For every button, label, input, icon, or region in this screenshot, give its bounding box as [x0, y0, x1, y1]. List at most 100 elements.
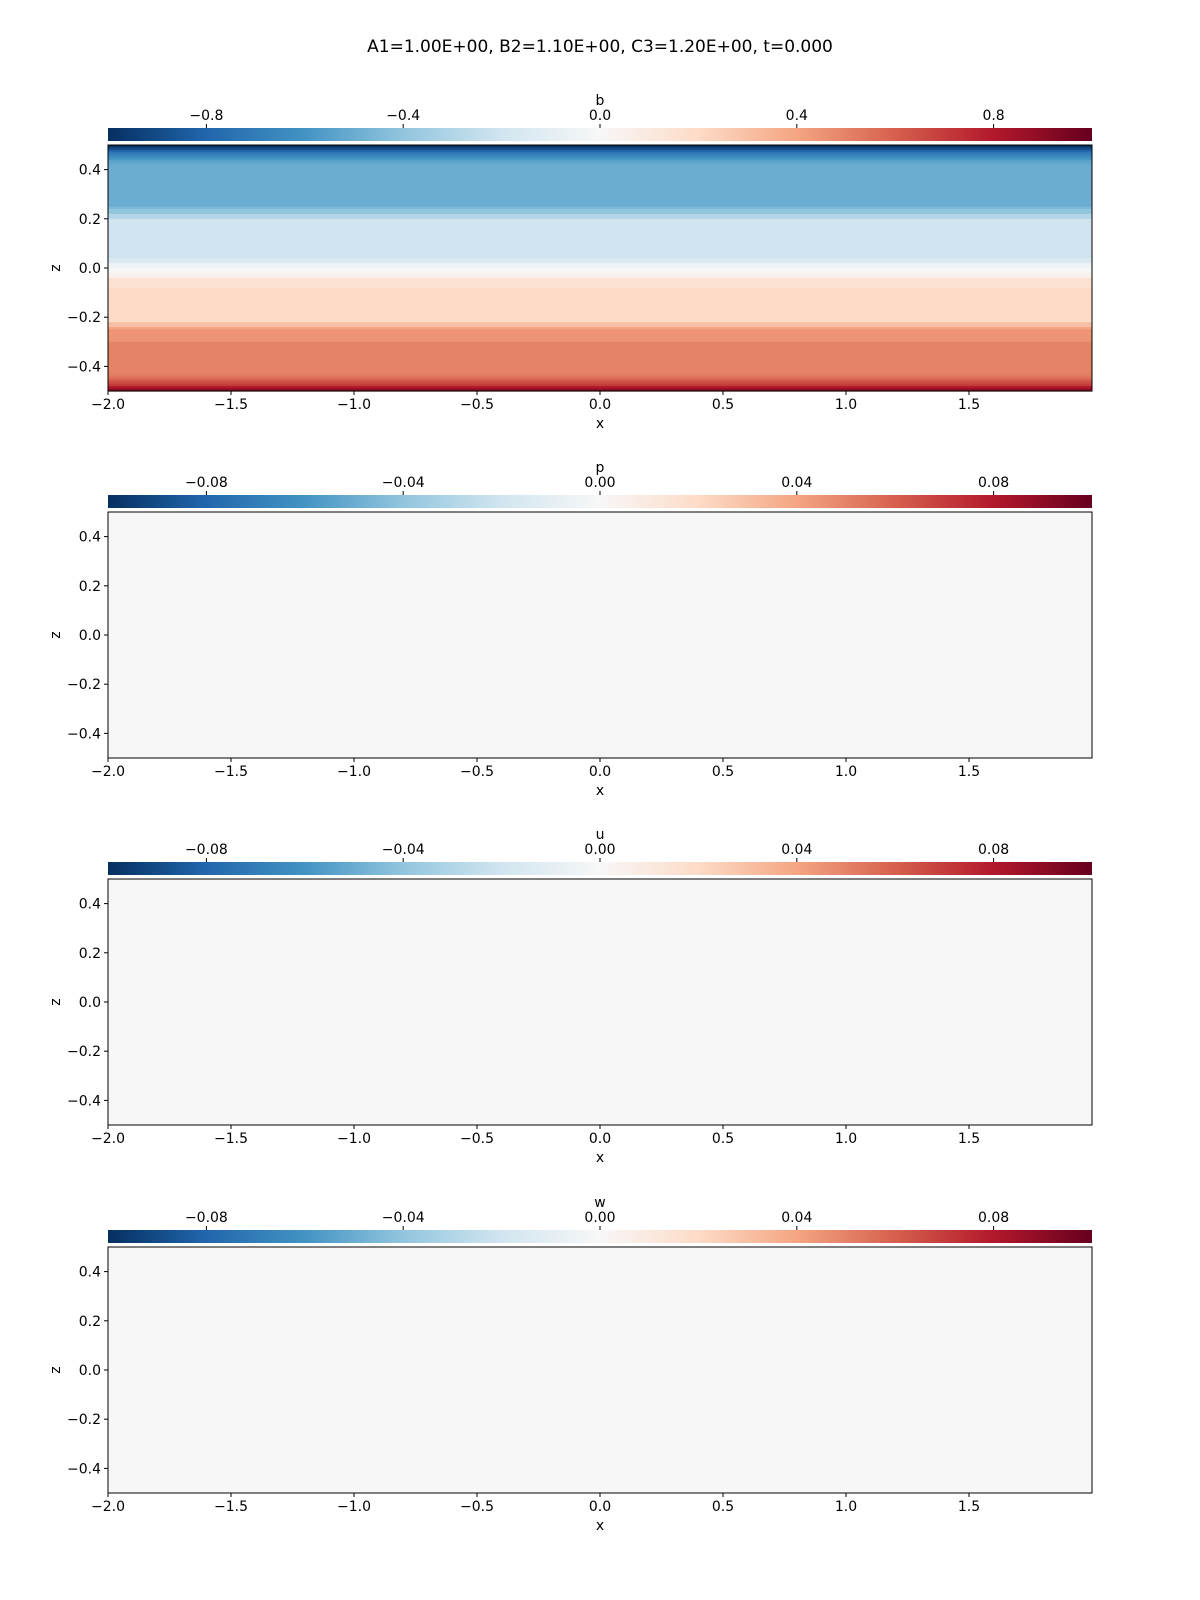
- field-band: [108, 145, 1092, 149]
- x-axis-label-b: x: [596, 416, 604, 432]
- colorbar-label-w: w: [594, 1195, 605, 1211]
- field-band: [108, 208, 1092, 215]
- x-tick-label: −1.5: [214, 1131, 248, 1147]
- colorbar-tick-label: 0.04: [781, 842, 812, 858]
- field-band: [108, 248, 1092, 259]
- field-band: [108, 329, 1092, 343]
- colorbar-w: [108, 1230, 1092, 1243]
- y-tick-label: 0.4: [79, 897, 101, 913]
- field-band: [108, 263, 1092, 269]
- x-tick-label: 1.0: [835, 1499, 857, 1515]
- field-band: [108, 388, 1092, 392]
- field-band: [108, 258, 1092, 264]
- colorbar-tick-label: −0.8: [189, 108, 223, 124]
- x-axis-label-w: x: [596, 1518, 604, 1534]
- colorbar-label-u: u: [596, 827, 605, 843]
- field-band: [108, 322, 1092, 328]
- colorbar-tick-label: −0.08: [185, 842, 228, 858]
- x-tick-label: 1.5: [958, 1131, 980, 1147]
- colorbar-p: [108, 495, 1092, 508]
- x-tick-label: 0.5: [712, 764, 734, 780]
- colorbar-b: [108, 128, 1092, 141]
- colorbar-tick-label: 0.4: [786, 108, 808, 124]
- y-tick-label: −0.2: [67, 677, 101, 693]
- field-band: [108, 1247, 1092, 1494]
- y-tick-label: −0.4: [67, 359, 101, 375]
- colorbar-tick-label: 0.00: [584, 1210, 615, 1226]
- x-tick-label: −1.0: [337, 1499, 371, 1515]
- colorbar-tick-label: −0.08: [185, 475, 228, 491]
- colorbar-tick-label: −0.04: [382, 475, 425, 491]
- y-tick-label: 0.4: [79, 163, 101, 179]
- field-band: [108, 169, 1092, 195]
- colorbar-u: [108, 862, 1092, 875]
- panel-b: −0.8 −0.4 0.0 0.4 0.8 b −2.0 −1.5 −1.0 −0.5 0.0 0.5…: [48, 93, 1093, 432]
- colorbar-tick-label: 0.08: [978, 1210, 1009, 1226]
- colorbar-tick-label: 0.00: [584, 475, 615, 491]
- field-band: [108, 287, 1092, 308]
- x-tick-label: −0.5: [460, 397, 494, 413]
- x-tick-label: −1.0: [337, 397, 371, 413]
- colorbar-tick-label: −0.04: [382, 842, 425, 858]
- y-tick-label: −0.2: [67, 1044, 101, 1060]
- field-band: [108, 152, 1092, 156]
- y-tick-label: 0.2: [79, 946, 101, 962]
- colorbar-tick-label: −0.4: [386, 108, 420, 124]
- field-band: [108, 277, 1092, 289]
- field-band: [108, 157, 1092, 161]
- field-band: [108, 879, 1092, 1126]
- y-tick-label: −0.2: [67, 310, 101, 326]
- colorbar-label-b: b: [596, 93, 605, 109]
- figure-title: A1=1.00E+00, B2=1.10E+00, C3=1.20E+00, t…: [367, 37, 833, 57]
- field-band: [108, 228, 1092, 249]
- field-band: [108, 376, 1092, 380]
- field-band: [108, 164, 1092, 171]
- y-axis-label-b: z: [48, 264, 64, 271]
- x-tick-label: −0.5: [460, 1499, 494, 1515]
- x-tick-label: 0.5: [712, 1131, 734, 1147]
- y-tick-label: −0.4: [67, 1093, 101, 1109]
- field-band: [108, 213, 1092, 220]
- colorbar-tick-label: 0.8: [982, 108, 1004, 124]
- x-tick-label: 1.0: [835, 1131, 857, 1147]
- field-band: [108, 371, 1092, 375]
- x-tick-label: 0.0: [589, 764, 611, 780]
- colorbar-tick-label: −0.08: [185, 1210, 228, 1226]
- x-tick-label: −1.0: [337, 1131, 371, 1147]
- colorbar-tick-label: 0.00: [584, 842, 615, 858]
- field-band: [108, 378, 1092, 382]
- x-tick-label: −1.5: [214, 1499, 248, 1515]
- x-tick-label: 0.0: [589, 1499, 611, 1515]
- x-tick-label: 0.5: [712, 397, 734, 413]
- field-band: [108, 366, 1092, 372]
- panel-w: −0.08 −0.04 0.00 0.04 0.08 w −2.0 −1.5 −1.0 −0.5 0…: [48, 1195, 1093, 1534]
- colorbar-tick-label: 0.04: [781, 1210, 812, 1226]
- y-tick-label: 0.2: [79, 1314, 101, 1330]
- y-tick-label: 0.0: [79, 628, 101, 644]
- y-tick-label: −0.2: [67, 1412, 101, 1428]
- x-tick-label: 1.0: [835, 764, 857, 780]
- colorbar-tick-label: 0.08: [978, 475, 1009, 491]
- field-band: [108, 512, 1092, 759]
- x-tick-label: 1.5: [958, 764, 980, 780]
- x-tick-label: −1.0: [337, 764, 371, 780]
- x-tick-label: 1.0: [835, 397, 857, 413]
- field-band: [108, 386, 1092, 390]
- x-tick-label: 0.0: [589, 1131, 611, 1147]
- field-band: [108, 154, 1092, 158]
- colorbar-tick-label: 0.08: [978, 842, 1009, 858]
- y-tick-label: 0.2: [79, 579, 101, 595]
- x-tick-label: 0.0: [589, 397, 611, 413]
- field-band: [108, 307, 1092, 318]
- panels: −0.8 −0.4 0.0 0.4 0.8 b −2.0 −1.5 −1.0 −0.5 0.0 0.5…: [48, 93, 1093, 1534]
- field-band: [108, 268, 1092, 274]
- field-band: [108, 381, 1092, 385]
- colorbar-label-p: p: [596, 460, 605, 476]
- y-axis-label-w: z: [48, 1366, 64, 1373]
- x-tick-label: −2.0: [91, 1499, 125, 1515]
- colorbar-tick-label: 0.0: [589, 108, 611, 124]
- field-band: [108, 327, 1092, 331]
- colorbar-tick-label: −0.04: [382, 1210, 425, 1226]
- panel-p: −0.08 −0.04 0.00 0.04 0.08 p −2.0 −1.5 −1.0 −0.5 0…: [48, 460, 1093, 799]
- y-tick-label: −0.4: [67, 1461, 101, 1477]
